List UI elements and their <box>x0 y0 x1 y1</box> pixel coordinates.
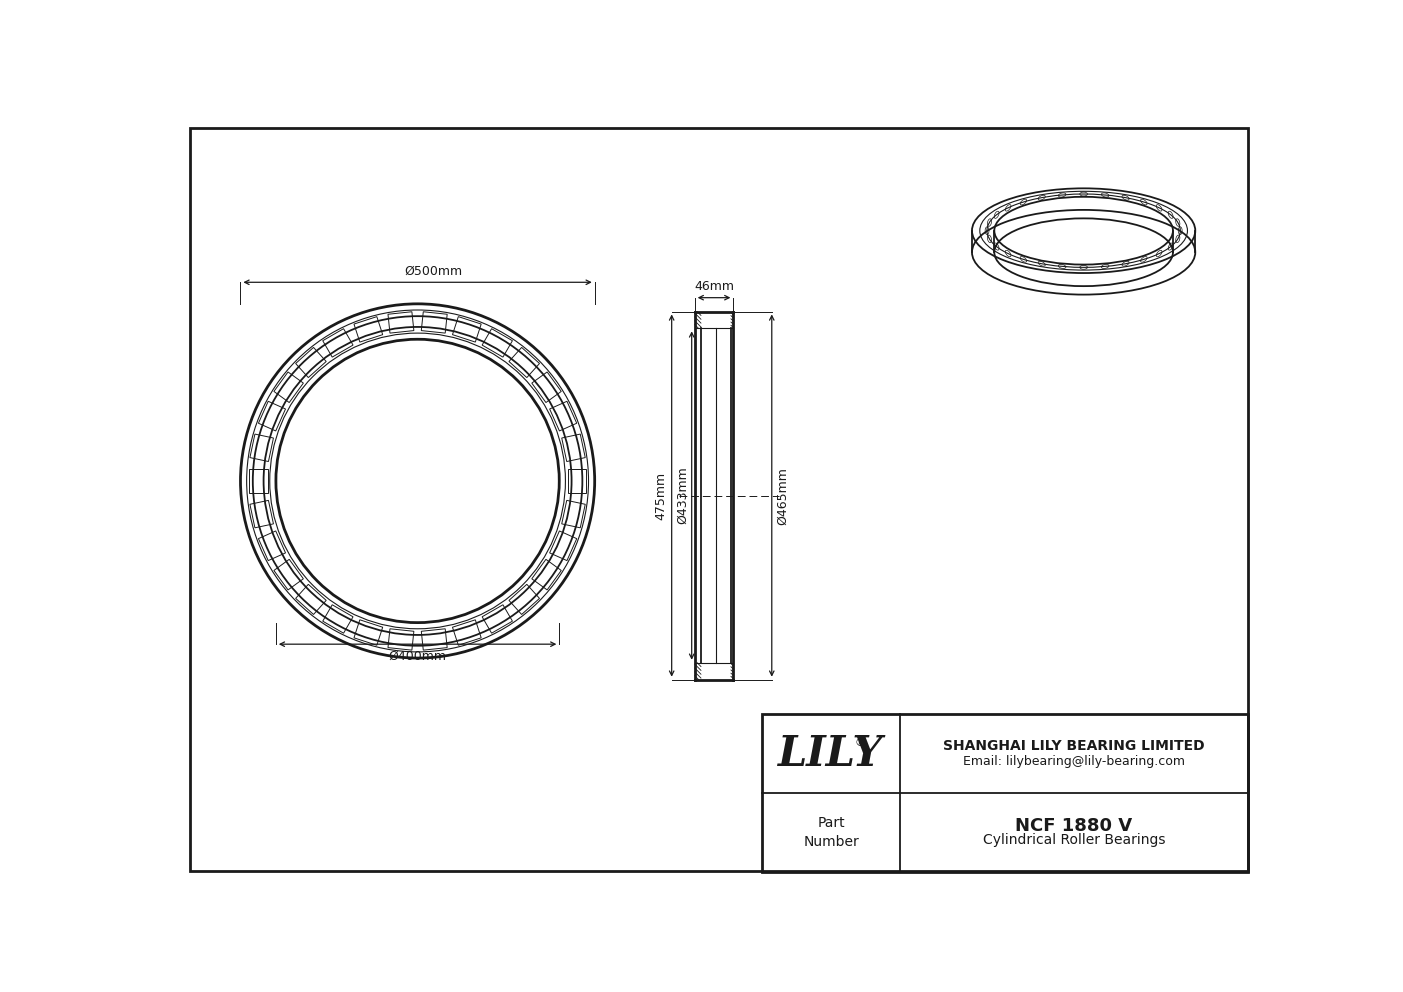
Text: Email: lilybearing@lily-bearing.com: Email: lilybearing@lily-bearing.com <box>962 755 1186 768</box>
Text: Ø465mm: Ø465mm <box>776 466 788 525</box>
Text: 46mm: 46mm <box>694 280 734 293</box>
Text: NCF 1880 V: NCF 1880 V <box>1016 817 1132 835</box>
Text: 475mm: 475mm <box>655 471 668 520</box>
Text: Ø433mm: Ø433mm <box>676 466 689 525</box>
Bar <box>762 714 1247 872</box>
Text: LILY: LILY <box>779 733 884 775</box>
Text: Ø400mm: Ø400mm <box>389 650 446 663</box>
Text: Part
Number: Part Number <box>803 815 859 849</box>
Text: Cylindrical Roller Bearings: Cylindrical Roller Bearings <box>982 833 1166 847</box>
Text: ®: ® <box>854 738 866 748</box>
Text: SHANGHAI LILY BEARING LIMITED: SHANGHAI LILY BEARING LIMITED <box>943 739 1205 753</box>
Text: Ø500mm: Ø500mm <box>404 265 462 278</box>
